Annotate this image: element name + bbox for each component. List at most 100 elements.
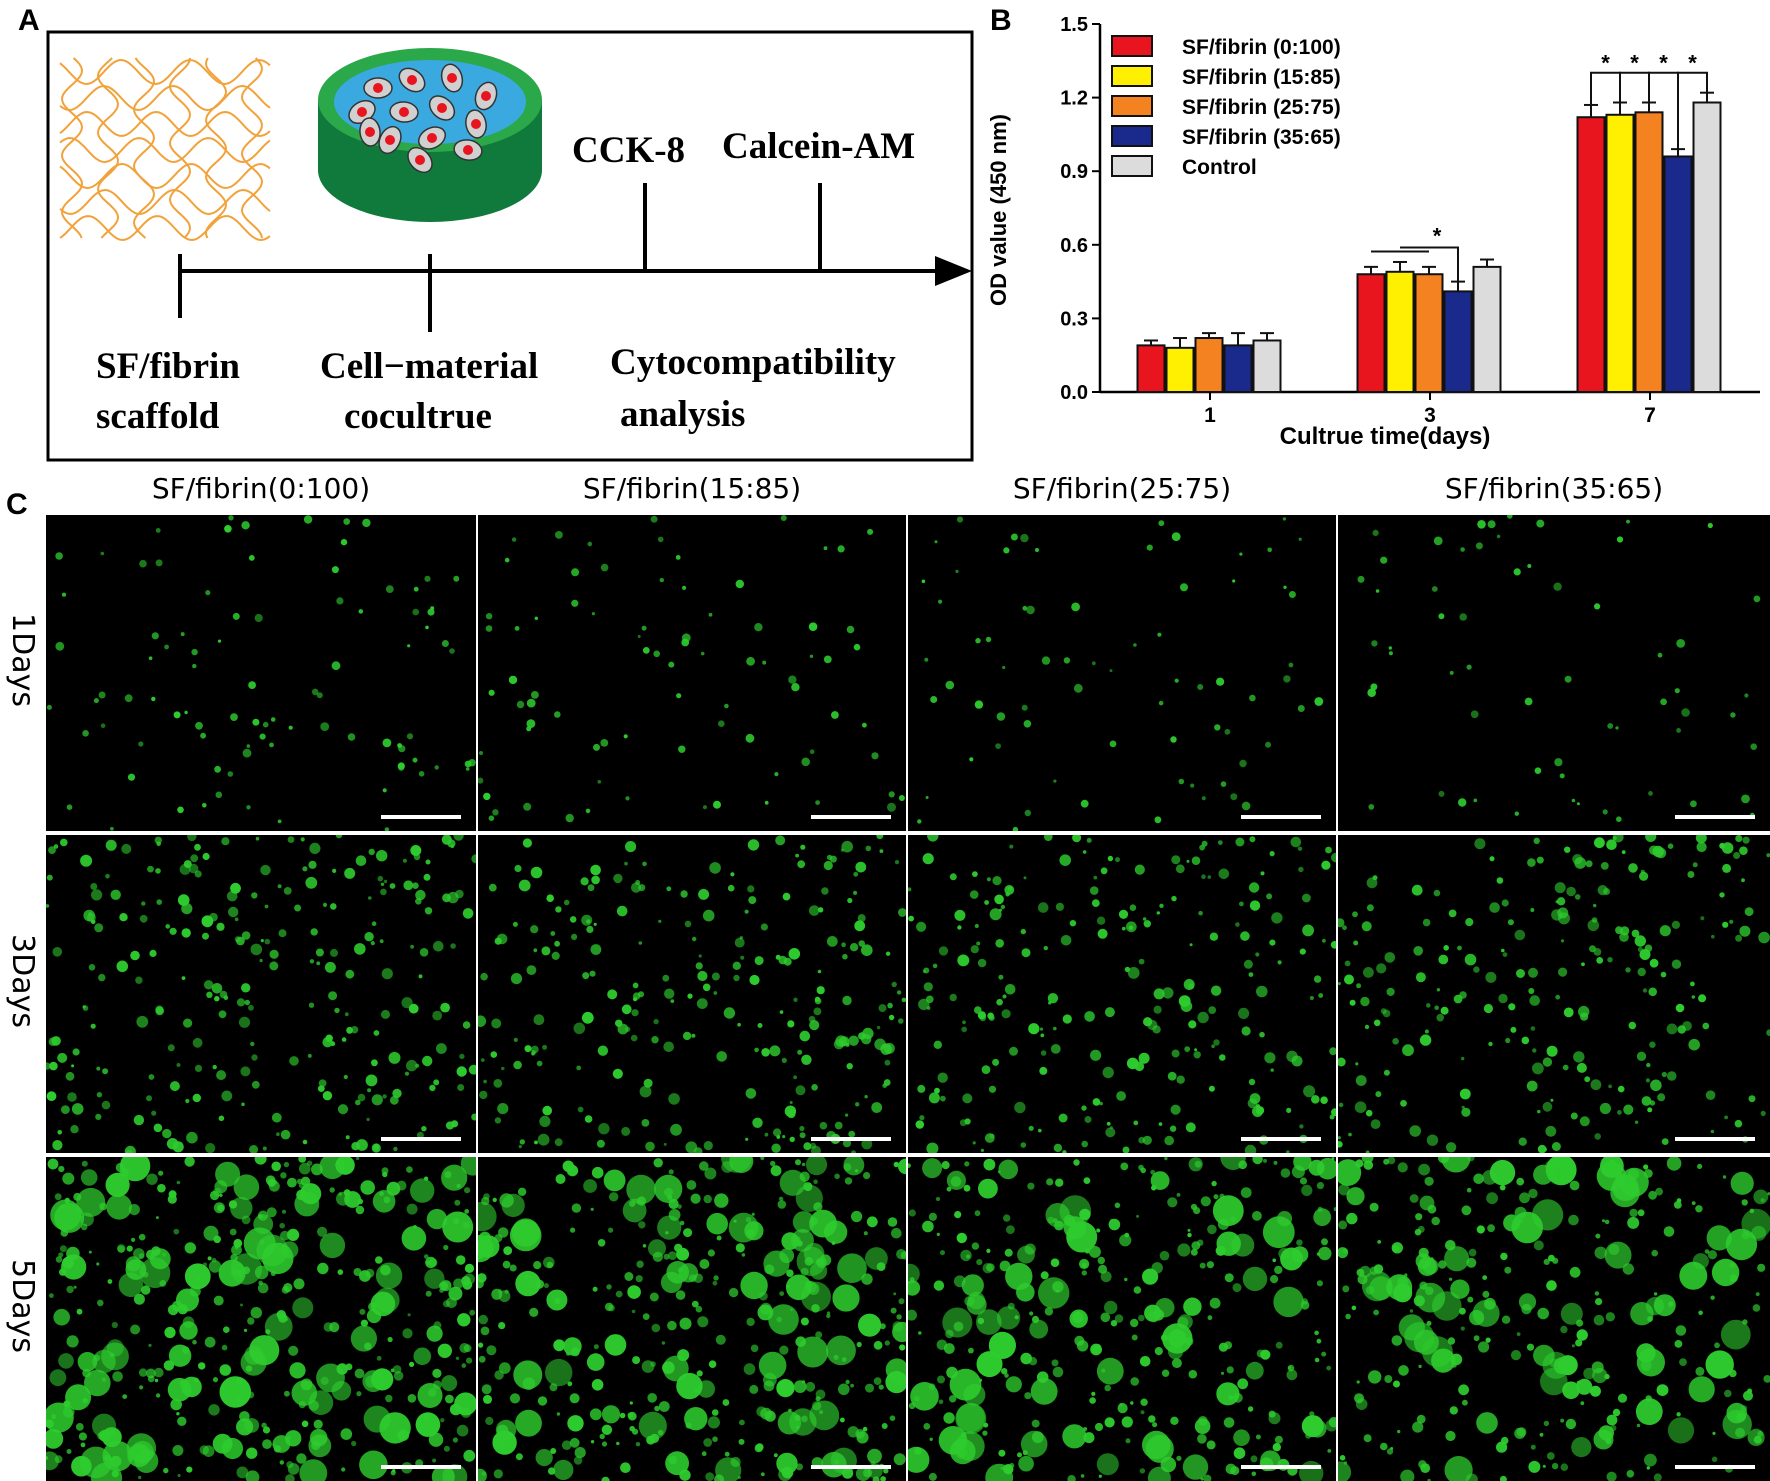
cell-spot — [1612, 1408, 1621, 1417]
cell-spot — [966, 1294, 987, 1315]
cell-spot — [810, 1145, 821, 1153]
cell-spot — [287, 836, 295, 843]
cell-spot — [251, 1080, 260, 1089]
cell-spot — [779, 1345, 789, 1355]
cell-spot — [1069, 1309, 1088, 1328]
cell-spot — [968, 1347, 974, 1354]
cell-spot — [343, 1074, 348, 1080]
cell-spot — [351, 1440, 357, 1447]
cell-spot — [1647, 1316, 1653, 1322]
cell-spot — [837, 1253, 867, 1283]
cell-spot — [168, 1190, 177, 1199]
cell-spot — [1094, 1422, 1104, 1432]
cell-spot — [831, 711, 839, 719]
cell-spot — [949, 1368, 982, 1401]
cell-spot — [885, 951, 891, 956]
cell-spot — [1053, 1026, 1057, 1031]
cell-spot — [1028, 1023, 1040, 1035]
cell-spot — [78, 1432, 87, 1441]
cell-spot — [794, 1414, 801, 1422]
cell-spot — [1314, 1357, 1320, 1363]
cell-spot — [773, 1128, 782, 1137]
cell-spot — [445, 1394, 454, 1404]
cell-spot — [442, 1211, 474, 1243]
cell-spot — [1657, 652, 1663, 658]
cell-spot — [1519, 1192, 1530, 1204]
cell-spot — [449, 1403, 462, 1416]
cell-spot — [1260, 871, 1265, 876]
cell-spot — [380, 882, 385, 886]
cell-spot — [590, 944, 602, 955]
cell-spot — [1200, 1477, 1204, 1481]
cell-spot — [446, 1297, 457, 1308]
cell-spot — [1072, 835, 1082, 843]
cell-spot — [1212, 1195, 1244, 1227]
cell-spot — [622, 1198, 647, 1223]
cell-spot — [1661, 1071, 1667, 1078]
cell-spot — [1039, 1066, 1048, 1075]
cell-spot — [709, 862, 721, 874]
cell-spot — [1427, 1478, 1431, 1481]
cell-spot — [1496, 1441, 1508, 1453]
cell-spot — [1176, 1075, 1185, 1084]
cell-spot — [745, 1088, 757, 1099]
cell-spot — [1038, 1277, 1070, 1309]
cell-spot — [1004, 1373, 1009, 1378]
cell-spot — [207, 1256, 212, 1261]
cell-spot — [867, 528, 874, 535]
cell-spot — [1240, 931, 1250, 941]
cell-spot — [155, 1216, 159, 1220]
cell-spot — [1625, 967, 1631, 973]
cell-spot — [587, 541, 593, 547]
cell-spot — [426, 1260, 431, 1265]
cell-spot — [1338, 1184, 1350, 1196]
cell-spot — [1262, 1216, 1295, 1249]
cell-spot — [1415, 1213, 1423, 1221]
cell-spot — [424, 1268, 445, 1289]
cell-spot — [711, 1409, 719, 1416]
cell-spot — [1220, 781, 1227, 787]
cell-spot — [406, 1059, 418, 1072]
cell-spot — [236, 936, 245, 946]
cell-spot — [650, 515, 658, 523]
cell-spot — [176, 1412, 180, 1416]
cell-spot — [1209, 1297, 1221, 1309]
cell-spot — [1676, 728, 1681, 733]
cell-spot — [1563, 1007, 1574, 1018]
cell-spot — [826, 1313, 831, 1319]
cell-spot — [857, 914, 866, 923]
cell-spot — [370, 1291, 396, 1317]
cell-spot — [737, 1022, 741, 1027]
cell-spot — [1357, 1274, 1368, 1285]
cell-spot — [1595, 1233, 1601, 1239]
cell-spot — [1301, 1184, 1313, 1196]
cell-spot — [848, 1035, 859, 1046]
cell-spot — [842, 953, 848, 960]
cell-spot — [638, 941, 643, 945]
cell-spot — [478, 1355, 486, 1363]
cell-spot — [382, 1094, 387, 1099]
bar — [1692, 101, 1722, 394]
significance-star: * — [1433, 224, 1442, 249]
cell-spot — [1138, 958, 1145, 965]
cell-spot — [1555, 994, 1561, 1000]
cell-spot — [1496, 534, 1501, 539]
cell-spot — [1023, 876, 1027, 880]
cell-spot — [1742, 836, 1750, 844]
cell-spot — [1705, 1090, 1716, 1100]
cell-spot — [846, 625, 855, 634]
cell-spot — [1641, 1096, 1652, 1106]
cell-spot — [1021, 704, 1028, 711]
cell-spot — [1426, 1134, 1439, 1146]
cell-spot — [360, 1319, 368, 1327]
cell-spot — [485, 1416, 494, 1426]
cell-spot — [702, 983, 711, 992]
cell-spot — [1702, 1022, 1710, 1030]
cell-spot — [269, 961, 279, 971]
cell-spot — [248, 555, 255, 561]
cell-spot — [1339, 1455, 1346, 1461]
cell-spot — [1283, 585, 1287, 589]
cell-spot — [1476, 1225, 1485, 1234]
cell-spot — [1291, 1165, 1305, 1179]
cell-spot — [1460, 1326, 1465, 1331]
